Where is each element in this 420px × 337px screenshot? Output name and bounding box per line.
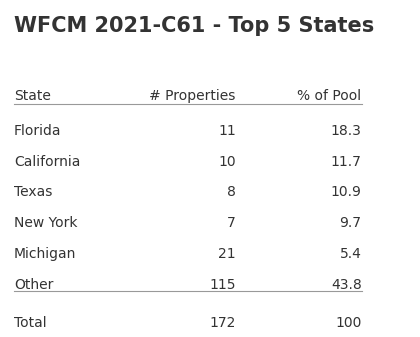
Text: 11: 11 <box>218 124 236 138</box>
Text: Total: Total <box>14 316 47 330</box>
Text: 5.4: 5.4 <box>340 247 362 261</box>
Text: % of Pool: % of Pool <box>297 89 362 103</box>
Text: WFCM 2021-C61 - Top 5 States: WFCM 2021-C61 - Top 5 States <box>14 16 374 36</box>
Text: 21: 21 <box>218 247 236 261</box>
Text: 8: 8 <box>227 185 236 200</box>
Text: 7: 7 <box>227 216 236 230</box>
Text: 9.7: 9.7 <box>340 216 362 230</box>
Text: Other: Other <box>14 278 53 292</box>
Text: 10.9: 10.9 <box>331 185 362 200</box>
Text: 115: 115 <box>209 278 236 292</box>
Text: 18.3: 18.3 <box>331 124 362 138</box>
Text: New York: New York <box>14 216 77 230</box>
Text: California: California <box>14 155 80 168</box>
Text: 11.7: 11.7 <box>331 155 362 168</box>
Text: Florida: Florida <box>14 124 61 138</box>
Text: 100: 100 <box>335 316 362 330</box>
Text: Michigan: Michigan <box>14 247 76 261</box>
Text: 43.8: 43.8 <box>331 278 362 292</box>
Text: State: State <box>14 89 51 103</box>
Text: # Properties: # Properties <box>150 89 236 103</box>
Text: 172: 172 <box>210 316 236 330</box>
Text: Texas: Texas <box>14 185 52 200</box>
Text: 10: 10 <box>218 155 236 168</box>
